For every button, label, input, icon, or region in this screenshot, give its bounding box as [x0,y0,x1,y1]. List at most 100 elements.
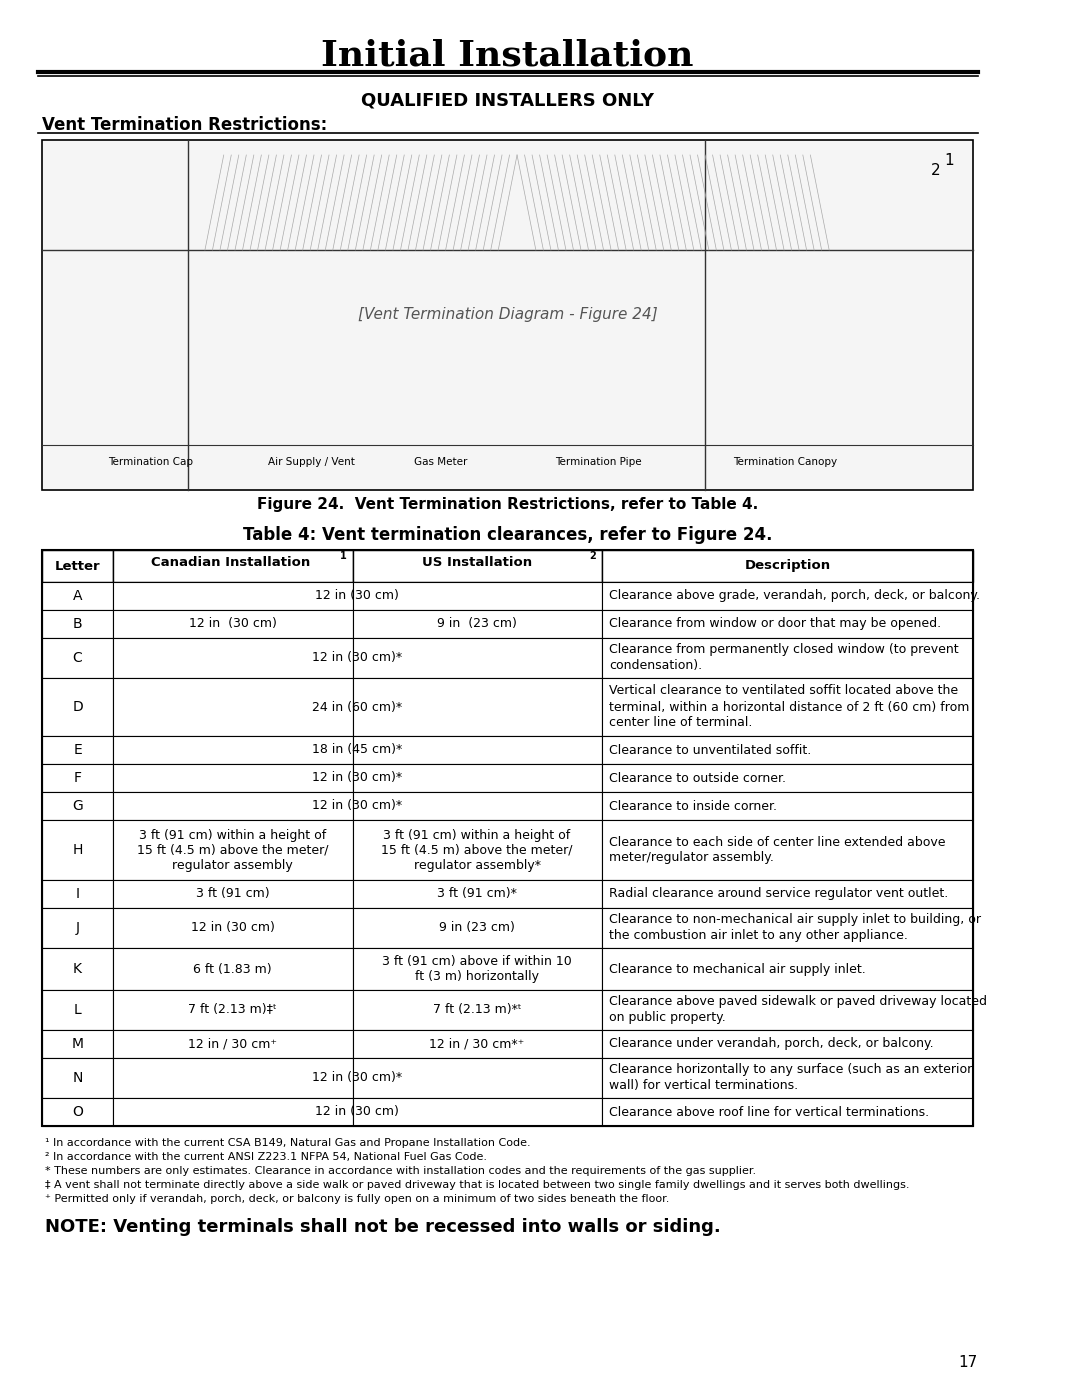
Text: K: K [73,963,82,977]
Text: Clearance under verandah, porch, deck, or balcony.: Clearance under verandah, porch, deck, o… [609,1038,934,1051]
FancyBboxPatch shape [602,764,973,792]
FancyBboxPatch shape [42,908,112,949]
FancyBboxPatch shape [352,550,602,583]
FancyBboxPatch shape [602,736,973,764]
FancyBboxPatch shape [352,764,602,792]
FancyBboxPatch shape [42,736,112,764]
FancyBboxPatch shape [352,583,602,610]
FancyBboxPatch shape [352,610,602,638]
FancyBboxPatch shape [352,820,602,880]
Text: 1: 1 [945,154,955,168]
FancyBboxPatch shape [42,880,112,908]
Text: 3 ft (91 cm) above if within 10
ft (3 m) horizontally: 3 ft (91 cm) above if within 10 ft (3 m)… [382,956,572,983]
Text: 12 in (30 cm)*: 12 in (30 cm)* [312,771,402,785]
FancyBboxPatch shape [602,990,973,1030]
Text: Clearance from permanently closed window (to prevent
condensation).: Clearance from permanently closed window… [609,644,959,672]
FancyBboxPatch shape [602,1030,973,1058]
FancyBboxPatch shape [602,550,973,583]
Text: 12 in (30 cm): 12 in (30 cm) [191,922,274,935]
Text: Clearance above grade, verandah, porch, deck, or balcony.: Clearance above grade, verandah, porch, … [609,590,981,602]
FancyBboxPatch shape [112,764,352,792]
FancyBboxPatch shape [352,792,602,820]
Text: Vertical clearance to ventilated soffit located above the
terminal, within a hor: Vertical clearance to ventilated soffit … [609,685,970,729]
Text: ‡ A vent shall not terminate directly above a side walk or paved driveway that i: ‡ A vent shall not terminate directly ab… [45,1180,909,1190]
FancyBboxPatch shape [112,1098,352,1126]
FancyBboxPatch shape [602,880,973,908]
FancyBboxPatch shape [112,792,352,820]
FancyBboxPatch shape [602,638,973,678]
Text: 1: 1 [340,550,347,562]
FancyBboxPatch shape [602,949,973,990]
FancyBboxPatch shape [602,610,973,638]
FancyBboxPatch shape [112,908,352,949]
FancyBboxPatch shape [352,908,602,949]
FancyBboxPatch shape [352,1058,602,1098]
FancyBboxPatch shape [112,820,352,880]
Text: 12 in (30 cm)*: 12 in (30 cm)* [312,651,402,665]
FancyBboxPatch shape [352,1098,602,1126]
Text: 12 in (30 cm): 12 in (30 cm) [315,1105,400,1119]
FancyBboxPatch shape [42,638,112,678]
Text: 18 in (45 cm)*: 18 in (45 cm)* [312,743,403,757]
FancyBboxPatch shape [112,583,352,610]
FancyBboxPatch shape [42,610,112,638]
FancyBboxPatch shape [112,949,352,990]
Text: ² In accordance with the current ANSI Z223.1 NFPA 54, National Fuel Gas Code.: ² In accordance with the current ANSI Z2… [45,1153,487,1162]
Text: Clearance above roof line for vertical terminations.: Clearance above roof line for vertical t… [609,1105,929,1119]
Text: Clearance from window or door that may be opened.: Clearance from window or door that may b… [609,617,942,630]
FancyBboxPatch shape [112,1030,352,1058]
FancyBboxPatch shape [42,949,112,990]
FancyBboxPatch shape [602,820,973,880]
Text: I: I [76,887,80,901]
FancyBboxPatch shape [42,792,112,820]
FancyBboxPatch shape [112,678,352,736]
FancyBboxPatch shape [602,908,973,949]
FancyBboxPatch shape [352,990,602,1030]
Text: H: H [72,842,83,856]
Text: 3 ft (91 cm): 3 ft (91 cm) [195,887,270,901]
Text: US Installation: US Installation [422,556,532,569]
FancyBboxPatch shape [602,583,973,610]
FancyBboxPatch shape [42,1058,112,1098]
Text: G: G [72,799,83,813]
Text: Clearance above paved sidewalk or paved driveway located
on public property.: Clearance above paved sidewalk or paved … [609,996,987,1024]
Text: Clearance to non-mechanical air supply inlet to building, or
the combustion air : Clearance to non-mechanical air supply i… [609,914,981,943]
Text: 3 ft (91 cm) within a height of
15 ft (4.5 m) above the meter/
regulator assembl: 3 ft (91 cm) within a height of 15 ft (4… [381,828,572,872]
Text: ¹ In accordance with the current CSA B149, Natural Gas and Propane Installation : ¹ In accordance with the current CSA B14… [45,1139,530,1148]
FancyBboxPatch shape [42,678,112,736]
Text: L: L [73,1003,81,1017]
Text: 12 in (30 cm): 12 in (30 cm) [315,590,400,602]
FancyBboxPatch shape [42,990,112,1030]
FancyBboxPatch shape [112,880,352,908]
FancyBboxPatch shape [42,764,112,792]
Text: E: E [73,743,82,757]
FancyBboxPatch shape [352,736,602,764]
FancyBboxPatch shape [352,949,602,990]
Text: 12 in / 30 cm⁺: 12 in / 30 cm⁺ [188,1038,278,1051]
Text: B: B [72,617,82,631]
Text: [Vent Termination Diagram - Figure 24]: [Vent Termination Diagram - Figure 24] [357,307,658,323]
Text: Clearance to unventilated soffit.: Clearance to unventilated soffit. [609,743,811,757]
Text: 12 in (30 cm)*: 12 in (30 cm)* [312,1071,402,1084]
FancyBboxPatch shape [42,1098,112,1126]
Text: 17: 17 [958,1355,977,1370]
Text: O: O [72,1105,83,1119]
FancyBboxPatch shape [602,1098,973,1126]
Text: N: N [72,1071,83,1085]
Text: Clearance to inside corner.: Clearance to inside corner. [609,799,778,813]
FancyBboxPatch shape [112,550,352,583]
Text: 12 in (30 cm)*: 12 in (30 cm)* [312,799,402,813]
Text: 9 in  (23 cm): 9 in (23 cm) [437,617,517,630]
Text: 12 in / 30 cm*⁺: 12 in / 30 cm*⁺ [430,1038,525,1051]
Text: Initial Installation: Initial Installation [322,38,693,73]
FancyBboxPatch shape [112,990,352,1030]
FancyBboxPatch shape [602,792,973,820]
Text: * These numbers are only estimates. Clearance in accordance with installation co: * These numbers are only estimates. Clea… [45,1166,756,1176]
Text: M: M [71,1037,83,1051]
Text: Clearance horizontally to any surface (such as an exterior
wall) for vertical te: Clearance horizontally to any surface (s… [609,1063,972,1092]
Text: J: J [76,921,80,935]
Text: A: A [72,590,82,604]
Text: 9 in (23 cm): 9 in (23 cm) [440,922,515,935]
Text: 2: 2 [589,550,596,562]
Text: QUALIFIED INSTALLERS ONLY: QUALIFIED INSTALLERS ONLY [361,91,654,109]
